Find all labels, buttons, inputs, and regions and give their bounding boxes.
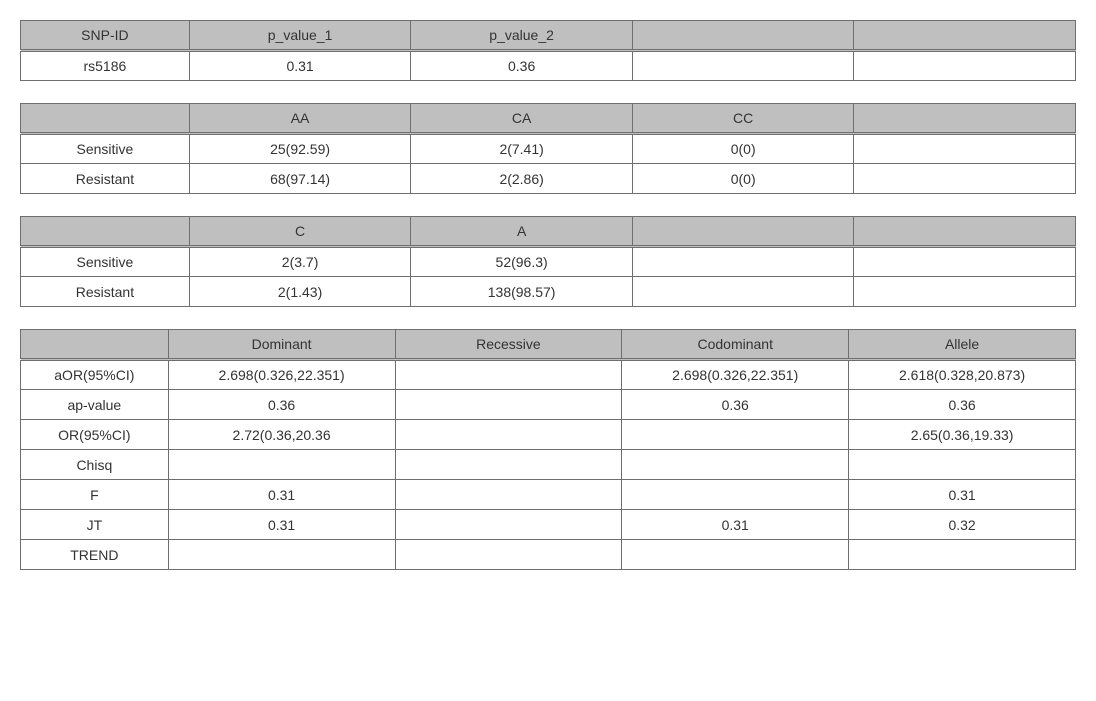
cell (854, 164, 1076, 194)
cell (395, 360, 622, 390)
cell: 25(92.59) (189, 134, 411, 164)
row-label: F (21, 480, 169, 510)
row-label: JT (21, 510, 169, 540)
table-row: OR(95%CI) 2.72(0.36,20.36 2.65(0.36,19.3… (21, 420, 1076, 450)
row-label: Resistant (21, 277, 190, 307)
row-label: Resistant (21, 164, 190, 194)
cell: 52(96.3) (411, 247, 633, 277)
row-label: aOR(95%CI) (21, 360, 169, 390)
cell: 138(98.57) (411, 277, 633, 307)
cell (854, 277, 1076, 307)
cell: 0.36 (622, 390, 849, 420)
table-row: Resistant 68(97.14) 2(2.86) 0(0) (21, 164, 1076, 194)
row-label: TREND (21, 540, 169, 570)
cell: 0(0) (632, 164, 854, 194)
genotype-table: AA CA CC Sensitive 25(92.59) 2(7.41) 0(0… (20, 103, 1076, 194)
cell: 0.36 (849, 390, 1076, 420)
cell: 0.36 (168, 390, 395, 420)
cell (395, 420, 622, 450)
col-header: C (189, 217, 411, 247)
col-header: SNP-ID (21, 21, 190, 51)
table-row: aOR(95%CI) 2.698(0.326,22.351) 2.698(0.3… (21, 360, 1076, 390)
col-header: CC (632, 104, 854, 134)
cell (854, 51, 1076, 81)
col-header: Codominant (622, 330, 849, 360)
row-label: OR(95%CI) (21, 420, 169, 450)
col-header: p_value_1 (189, 21, 411, 51)
cell (168, 540, 395, 570)
model-stats-table: Dominant Recessive Codominant Allele aOR… (20, 329, 1076, 570)
snp-summary-table: SNP-ID p_value_1 p_value_2 rs5186 0.31 0… (20, 20, 1076, 81)
cell: 2.698(0.326,22.351) (168, 360, 395, 390)
col-header (632, 21, 854, 51)
col-header (854, 217, 1076, 247)
cell (849, 450, 1076, 480)
col-header: AA (189, 104, 411, 134)
row-label: Sensitive (21, 247, 190, 277)
cell: 2(1.43) (189, 277, 411, 307)
cell (395, 540, 622, 570)
col-header: Allele (849, 330, 1076, 360)
table-row: JT 0.31 0.31 0.32 (21, 510, 1076, 540)
cell: 2(7.41) (411, 134, 633, 164)
cell (622, 480, 849, 510)
cell: 0.31 (849, 480, 1076, 510)
cell (168, 450, 395, 480)
col-header: Dominant (168, 330, 395, 360)
col-header (21, 217, 190, 247)
table-row: rs5186 0.31 0.36 (21, 51, 1076, 81)
cell: 2.65(0.36,19.33) (849, 420, 1076, 450)
col-header (854, 104, 1076, 134)
cell: 0.31 (168, 510, 395, 540)
table-row: ap-value 0.36 0.36 0.36 (21, 390, 1076, 420)
table-row: Chisq (21, 450, 1076, 480)
cell (395, 510, 622, 540)
cell: 0.31 (622, 510, 849, 540)
cell: 0(0) (632, 134, 854, 164)
cell (622, 420, 849, 450)
table-row: F 0.31 0.31 (21, 480, 1076, 510)
cell: 0.31 (168, 480, 395, 510)
cell (395, 480, 622, 510)
allele-table: C A Sensitive 2(3.7) 52(96.3) Resistant … (20, 216, 1076, 307)
col-header (21, 330, 169, 360)
cell (622, 450, 849, 480)
cell (632, 277, 854, 307)
cell: 0.36 (411, 51, 633, 81)
cell: 0.31 (189, 51, 411, 81)
cell (622, 540, 849, 570)
col-header (854, 21, 1076, 51)
tables-container: SNP-ID p_value_1 p_value_2 rs5186 0.31 0… (20, 20, 1076, 570)
cell: 2(3.7) (189, 247, 411, 277)
table-row: TREND (21, 540, 1076, 570)
cell (854, 134, 1076, 164)
row-label: Chisq (21, 450, 169, 480)
col-header (21, 104, 190, 134)
cell: 2.618(0.328,20.873) (849, 360, 1076, 390)
cell (395, 390, 622, 420)
cell (849, 540, 1076, 570)
table-row: Resistant 2(1.43) 138(98.57) (21, 277, 1076, 307)
col-header: CA (411, 104, 633, 134)
cell: 2.698(0.326,22.351) (622, 360, 849, 390)
row-label: ap-value (21, 390, 169, 420)
cell (395, 450, 622, 480)
col-header: p_value_2 (411, 21, 633, 51)
table-row: Sensitive 25(92.59) 2(7.41) 0(0) (21, 134, 1076, 164)
row-label: Sensitive (21, 134, 190, 164)
cell (854, 247, 1076, 277)
col-header: Recessive (395, 330, 622, 360)
cell (632, 51, 854, 81)
col-header (632, 217, 854, 247)
cell: 2(2.86) (411, 164, 633, 194)
cell: 68(97.14) (189, 164, 411, 194)
cell: rs5186 (21, 51, 190, 81)
col-header: A (411, 217, 633, 247)
cell: 2.72(0.36,20.36 (168, 420, 395, 450)
table-row: Sensitive 2(3.7) 52(96.3) (21, 247, 1076, 277)
cell (632, 247, 854, 277)
cell: 0.32 (849, 510, 1076, 540)
